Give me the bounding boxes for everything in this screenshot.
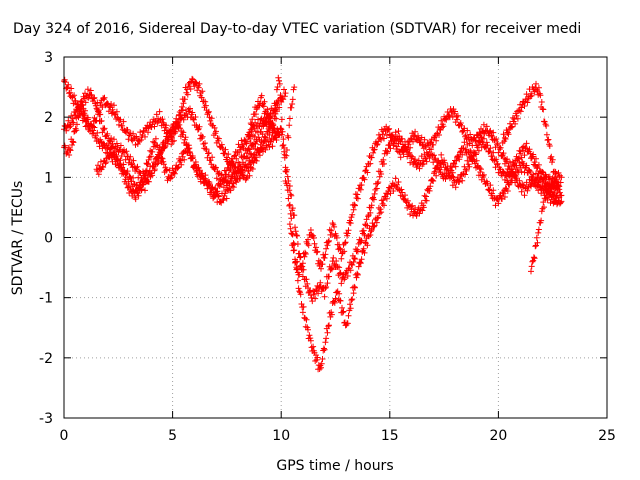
data-track <box>528 169 565 275</box>
data-points <box>61 74 565 373</box>
y-tick-label: -1 <box>39 291 53 307</box>
data-point-markers <box>278 126 565 305</box>
y-tick-label: 3 <box>44 50 53 66</box>
data-track <box>245 74 298 175</box>
data-track <box>93 110 282 203</box>
y-tick-label: 2 <box>44 110 53 126</box>
data-track <box>286 106 560 278</box>
y-axis-label: SDTVAR / TECUs <box>10 181 26 296</box>
data-track <box>278 126 565 305</box>
x-tick-label: 0 <box>60 428 69 444</box>
y-tick-label: 0 <box>44 231 53 247</box>
y-tick-label: -2 <box>39 351 53 367</box>
data-point-markers <box>245 74 298 175</box>
chart-title: Day 324 of 2016, Sidereal Day-to-day VTE… <box>13 21 581 37</box>
y-tick-label: -3 <box>39 411 53 427</box>
x-axis-ticks: 0 5 10 15 20 25 <box>60 57 616 444</box>
y-axis-ticks: -3 -2 -1 0 1 2 3 <box>39 50 607 427</box>
data-point-markers <box>528 169 565 275</box>
x-tick-label: 25 <box>598 428 616 444</box>
x-tick-label: 20 <box>489 428 507 444</box>
data-point-markers <box>93 110 282 203</box>
data-point-markers <box>286 106 560 278</box>
data-point-markers <box>282 134 563 373</box>
y-tick-label: 1 <box>44 170 53 186</box>
x-tick-label: 5 <box>168 428 177 444</box>
x-axis-label: GPS time / hours <box>276 458 393 474</box>
x-tick-label: 10 <box>272 428 290 444</box>
data-track <box>282 134 563 373</box>
x-tick-label: 15 <box>381 428 399 444</box>
